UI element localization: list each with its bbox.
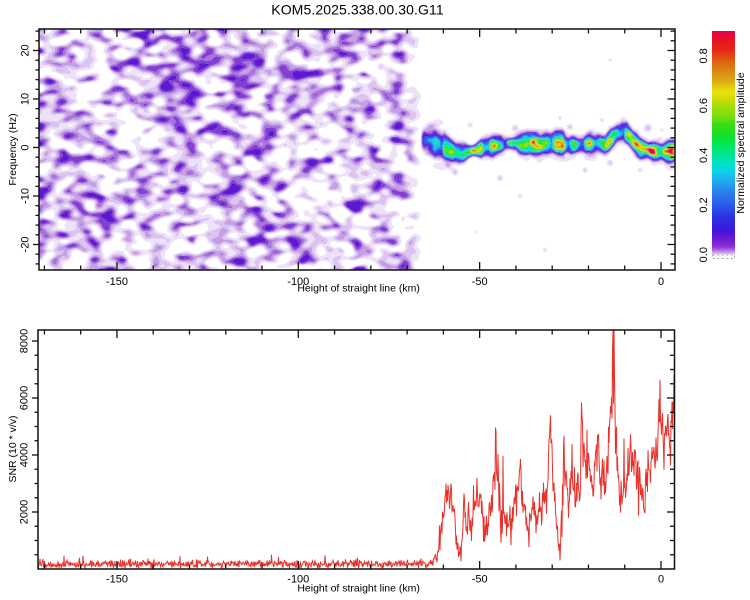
svg-text:4000: 4000 bbox=[19, 443, 31, 467]
svg-text:Height of straight line (km): Height of straight line (km) bbox=[297, 583, 420, 595]
svg-text:KOM5.2025.338.00.30.G11: KOM5.2025.338.00.30.G11 bbox=[271, 2, 444, 18]
svg-text:8000: 8000 bbox=[19, 329, 31, 353]
svg-text:0.4: 0.4 bbox=[698, 148, 710, 163]
svg-text:-10: -10 bbox=[20, 188, 32, 204]
svg-text:Height of straight line (km): Height of straight line (km) bbox=[297, 283, 420, 295]
svg-text:0.8: 0.8 bbox=[698, 48, 710, 63]
svg-text:Normalized spectral amplitude: Normalized spectral amplitude bbox=[735, 72, 747, 213]
svg-text:0: 0 bbox=[20, 144, 32, 150]
svg-text:-20: -20 bbox=[20, 237, 32, 253]
svg-text:0.6: 0.6 bbox=[698, 98, 710, 113]
svg-text:-50: -50 bbox=[472, 574, 488, 586]
svg-text:0.0: 0.0 bbox=[698, 247, 710, 262]
svg-text:0: 0 bbox=[658, 276, 664, 288]
svg-text:-50: -50 bbox=[472, 276, 488, 288]
svg-text:-150: -150 bbox=[106, 574, 128, 586]
svg-text:-150: -150 bbox=[106, 276, 128, 288]
svg-text:Frequency (Hz): Frequency (Hz) bbox=[7, 113, 19, 185]
svg-text:2000: 2000 bbox=[19, 500, 31, 524]
svg-text:-100: -100 bbox=[287, 574, 309, 586]
svg-text:0.2: 0.2 bbox=[698, 197, 710, 212]
svg-text:0: 0 bbox=[658, 574, 664, 586]
svg-text:20: 20 bbox=[20, 44, 32, 56]
svg-text:6000: 6000 bbox=[19, 386, 31, 410]
svg-text:-100: -100 bbox=[287, 276, 309, 288]
svg-text:SNR (10 * v/v): SNR (10 * v/v) bbox=[7, 415, 19, 482]
svg-text:10: 10 bbox=[20, 93, 32, 105]
